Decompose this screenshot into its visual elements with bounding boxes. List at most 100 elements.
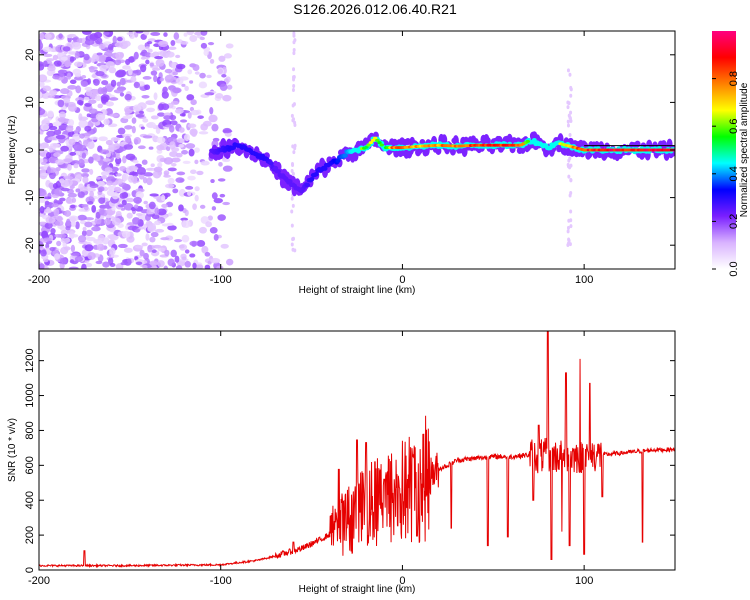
noise-speckle (102, 158, 111, 162)
noise-speckle (68, 119, 75, 127)
noise-streak (292, 33, 296, 38)
noise-speckle (84, 125, 92, 132)
snr-x-tick-label: 0 (399, 575, 405, 587)
noise-speckle (104, 218, 111, 226)
noise-speckle (143, 31, 150, 36)
noise-speckle (55, 143, 61, 148)
noise-speckle (88, 108, 98, 114)
noise-speckle (143, 172, 154, 177)
noise-streak (569, 209, 573, 214)
noise-speckle (169, 125, 175, 133)
noise-speckle (168, 46, 177, 50)
noise-speckle (117, 127, 126, 135)
noise-speckle (178, 204, 184, 212)
noise-speckle (81, 230, 87, 237)
noise-speckle (159, 77, 164, 82)
noise-speckle (192, 203, 197, 210)
noise-speckle (222, 201, 230, 206)
noise-speckle (170, 100, 179, 105)
noise-streak (292, 40, 296, 45)
noise-speckle (39, 41, 44, 50)
noise-speckle (87, 252, 96, 260)
noise-speckle (39, 108, 46, 116)
noise-speckle (111, 217, 121, 226)
noise-speckle (172, 71, 178, 76)
noise-speckle (96, 154, 101, 162)
noise-speckle (100, 171, 110, 176)
noise-speckle (42, 85, 52, 92)
noise-speckle (207, 42, 215, 46)
noise-speckle (109, 228, 115, 233)
noise-speckle (43, 237, 52, 242)
noise-speckle (98, 136, 108, 142)
noise-speckle (222, 129, 233, 134)
noise-speckle (142, 135, 153, 139)
noise-speckle (74, 52, 80, 59)
noise-speckle (57, 215, 63, 221)
noise-speckle (78, 187, 88, 192)
noise-speckle (99, 123, 105, 128)
noise-speckle (129, 34, 135, 40)
noise-streak (291, 87, 295, 92)
noise-streak (566, 105, 570, 110)
noise-speckle (145, 213, 151, 222)
noise-speckle (178, 76, 189, 81)
noise-speckle (58, 233, 67, 239)
noise-speckle (209, 106, 214, 115)
noise-speckle (39, 263, 45, 269)
noise-speckle (115, 156, 122, 165)
noise-speckle (71, 234, 79, 238)
noise-speckle (150, 163, 155, 168)
noise-speckle (75, 221, 80, 230)
noise-speckle (199, 204, 206, 209)
noise-streak (569, 118, 573, 123)
noise-speckle (63, 176, 74, 180)
noise-speckle (145, 100, 156, 106)
noise-speckle (189, 253, 196, 258)
noise-speckle (122, 172, 129, 181)
noise-speckle (59, 197, 66, 202)
noise-speckle (44, 222, 53, 229)
noise-speckle (119, 77, 126, 86)
noise-speckle (98, 197, 106, 205)
noise-speckle (107, 43, 114, 51)
noise-speckle (96, 52, 103, 56)
noise-speckle (127, 225, 138, 231)
noise-speckle (75, 85, 82, 94)
noise-speckle (116, 36, 123, 42)
colorbar: 0.0 0.2 0.4 0.6 0.8 Normalized spectral ampl… (712, 31, 750, 277)
noise-speckle (219, 193, 226, 198)
spectrogram-y-tick-label: -10 (24, 190, 36, 206)
noise-speckle (83, 53, 90, 61)
noise-speckle (185, 143, 196, 149)
noise-speckle (81, 172, 90, 178)
noise-speckle (107, 234, 117, 240)
tone-core (305, 182, 311, 188)
noise-speckle (77, 191, 85, 198)
tone-peak (375, 138, 380, 142)
noise-speckle (149, 193, 159, 197)
noise-speckle (91, 54, 100, 62)
noise-speckle (74, 129, 79, 135)
noise-speckle (180, 217, 189, 221)
noise-speckle (98, 43, 106, 50)
noise-speckle (81, 203, 89, 208)
colorbar-ticks: 0.0 0.2 0.4 0.6 0.8 (712, 71, 740, 277)
noise-streak (290, 161, 294, 166)
noise-speckle (163, 115, 172, 120)
noise-speckle (60, 145, 69, 152)
noise-speckle (122, 40, 131, 47)
noise-speckle (136, 167, 147, 175)
noise-speckle (109, 113, 119, 117)
noise-speckle (119, 192, 127, 199)
noise-speckle (133, 196, 142, 204)
noise-speckle (66, 125, 74, 133)
noise-speckle (139, 249, 145, 257)
noise-speckle (84, 86, 93, 91)
tone-peak (368, 141, 374, 145)
noise-streak (566, 119, 570, 124)
noise-speckle (187, 190, 192, 196)
snr-y-tick-label: 1000 (24, 383, 36, 407)
noise-speckle (137, 44, 146, 51)
snr-y-tick-label: 200 (24, 526, 36, 544)
